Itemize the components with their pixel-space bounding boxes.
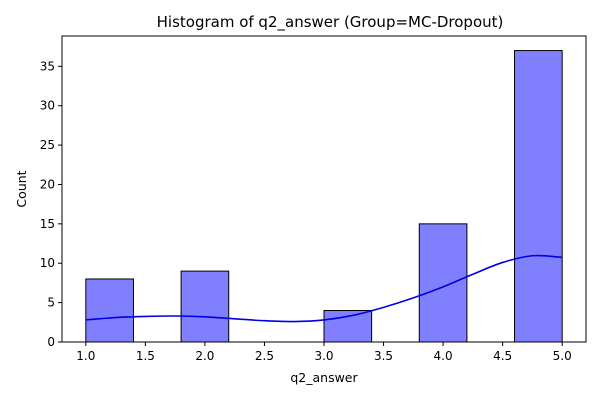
y-tick-label: 20	[40, 177, 55, 191]
chart-title: Histogram of q2_answer (Group=MC-Dropout…	[157, 13, 504, 32]
axes-group: 1.0 1.5 2.0 2.5 3.0 3.5 4.0 4.5 5.0 0 5 10 15 20 25 30 3…	[40, 35, 587, 363]
histogram-bar	[180, 270, 230, 343]
y-tick-label: 5	[47, 296, 55, 310]
plot-frame	[61, 35, 587, 343]
x-tick-label: 4.5	[493, 349, 512, 363]
bars-group	[85, 50, 563, 343]
x-axis-label: q2_answer	[290, 370, 358, 385]
kde-group	[85, 254, 563, 323]
x-tick-label: 1.0	[76, 349, 95, 363]
kde-line	[85, 254, 563, 323]
y-tick-label: 0	[47, 335, 55, 349]
y-tick-label: 35	[40, 59, 55, 73]
x-tick-label: 3.5	[374, 349, 393, 363]
histogram-bar	[323, 309, 373, 343]
x-tick-label: 3.0	[314, 349, 333, 363]
x-tick-label: 1.5	[136, 349, 155, 363]
x-tick-label: 2.0	[195, 349, 214, 363]
x-tick-label: 5.0	[553, 349, 572, 363]
x-tick-label: 2.5	[255, 349, 274, 363]
x-tick-label: 4.0	[434, 349, 453, 363]
y-tick-label: 10	[40, 256, 55, 270]
histogram-bar	[85, 278, 134, 343]
y-axis-label: Count	[14, 170, 29, 207]
histogram-bar	[418, 223, 468, 343]
histogram-bar	[514, 50, 563, 343]
y-tick-label: 25	[40, 138, 55, 152]
y-tick-label: 30	[40, 99, 55, 113]
y-tick-label: 15	[40, 217, 55, 231]
